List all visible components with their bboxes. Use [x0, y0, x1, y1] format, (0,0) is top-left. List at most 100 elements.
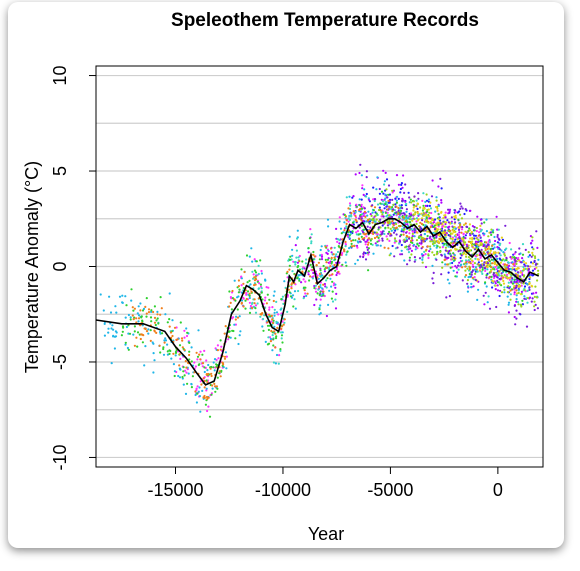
data-point	[391, 226, 394, 229]
data-point	[461, 259, 464, 262]
data-point	[330, 256, 333, 259]
data-point	[335, 253, 338, 256]
data-point	[296, 229, 299, 232]
data-point	[266, 321, 269, 324]
data-point	[363, 233, 367, 236]
data-point	[500, 236, 503, 239]
data-point	[168, 318, 171, 321]
data-point	[307, 247, 310, 250]
data-point	[215, 385, 218, 388]
data-point	[485, 241, 488, 244]
data-point	[431, 240, 434, 243]
data-point	[319, 269, 322, 272]
data-point	[474, 266, 477, 269]
data-point	[291, 270, 294, 273]
data-point	[470, 244, 473, 247]
data-point	[416, 212, 419, 215]
data-point	[416, 243, 419, 246]
data-point	[503, 286, 506, 289]
data-point	[508, 276, 511, 279]
data-point	[334, 283, 337, 286]
data-point	[328, 274, 331, 277]
data-point	[477, 234, 480, 237]
data-point	[408, 237, 411, 240]
data-point	[110, 327, 113, 330]
data-point	[457, 233, 460, 237]
data-point	[358, 217, 361, 220]
data-point	[385, 178, 389, 181]
data-point	[468, 266, 472, 269]
data-point	[274, 362, 277, 365]
data-point	[253, 279, 257, 282]
data-point	[277, 362, 280, 365]
data-point	[245, 292, 248, 295]
data-point	[196, 385, 199, 388]
data-point	[428, 217, 432, 220]
data-point	[183, 348, 186, 352]
data-point	[201, 362, 205, 365]
data-point	[352, 210, 355, 213]
data-point	[400, 249, 403, 252]
data-point	[348, 236, 351, 239]
data-point	[156, 310, 159, 313]
data-point	[271, 334, 274, 337]
data-point	[238, 315, 241, 318]
data-point	[251, 301, 254, 304]
data-point	[358, 226, 361, 229]
data-point	[177, 374, 180, 378]
data-point	[433, 237, 436, 240]
data-point	[185, 334, 189, 338]
data-point	[458, 261, 461, 264]
data-point	[270, 329, 273, 333]
data-point	[531, 274, 534, 277]
data-point	[452, 230, 455, 233]
data-point	[330, 297, 333, 300]
data-point	[376, 176, 379, 179]
data-point	[366, 243, 370, 246]
data-point	[236, 316, 240, 319]
data-point	[244, 299, 247, 302]
data-point	[449, 242, 452, 245]
data-point	[535, 266, 538, 269]
data-point	[141, 341, 144, 344]
data-point	[237, 285, 240, 288]
data-point	[144, 327, 147, 331]
data-point	[257, 287, 261, 290]
data-point	[286, 270, 289, 273]
data-point	[473, 237, 476, 240]
data-point	[336, 240, 339, 243]
data-point	[456, 211, 459, 214]
data-point	[399, 187, 402, 191]
data-point	[326, 258, 329, 261]
data-point	[197, 329, 200, 332]
data-point	[510, 248, 513, 251]
x-axis-label: Year	[308, 524, 344, 544]
data-point	[378, 192, 381, 195]
data-point	[287, 288, 290, 291]
data-point	[203, 366, 206, 369]
data-point	[345, 227, 348, 230]
data-point	[419, 226, 422, 229]
data-point	[412, 206, 415, 209]
data-point	[375, 188, 378, 191]
data-point	[444, 256, 447, 259]
data-point	[513, 285, 516, 288]
data-point	[449, 266, 452, 269]
data-point	[313, 303, 316, 307]
data-point	[496, 257, 499, 260]
data-point	[531, 239, 534, 242]
data-point	[436, 207, 439, 210]
data-point	[516, 292, 519, 295]
data-point	[402, 216, 405, 219]
data-point	[528, 277, 531, 281]
data-point	[387, 184, 391, 187]
data-point	[372, 198, 375, 201]
data-point	[499, 254, 502, 257]
data-point	[392, 228, 395, 231]
data-point	[468, 223, 471, 226]
data-point	[423, 250, 426, 253]
data-point	[490, 233, 493, 236]
data-point	[383, 232, 386, 236]
data-point	[384, 197, 387, 200]
data-point	[302, 278, 305, 281]
